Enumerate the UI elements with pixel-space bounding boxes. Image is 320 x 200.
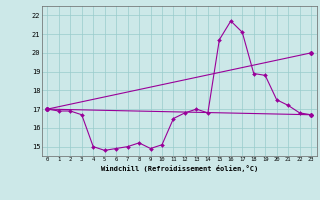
- X-axis label: Windchill (Refroidissement éolien,°C): Windchill (Refroidissement éolien,°C): [100, 165, 258, 172]
